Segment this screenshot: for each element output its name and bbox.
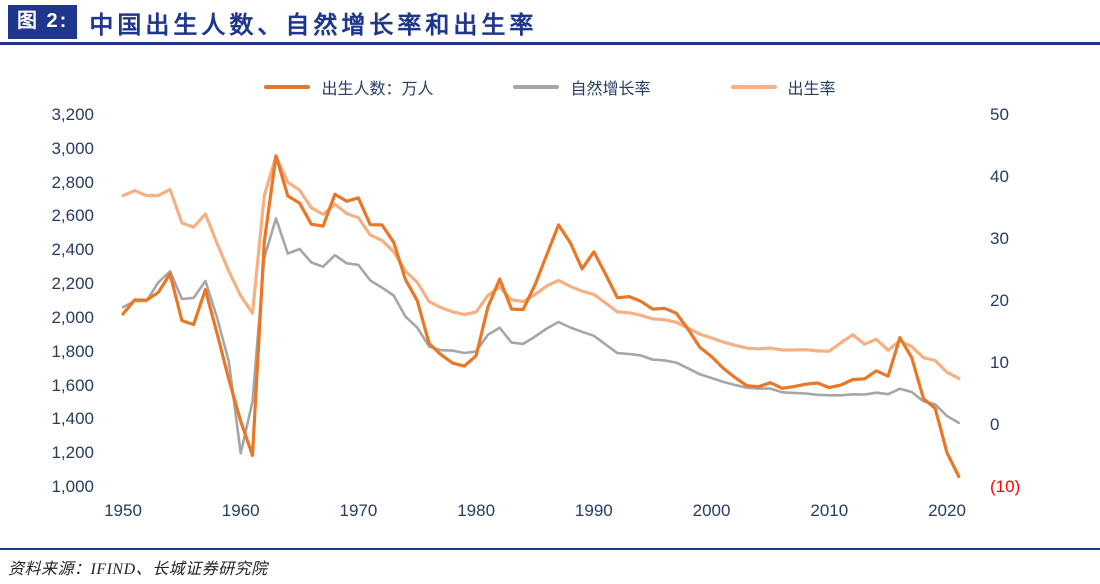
- legend-label-births: 出生人数：万人: [321, 81, 434, 98]
- left-axis-tick: 2,200: [51, 274, 94, 294]
- x-axis-tick: 1990: [574, 501, 613, 520]
- left-axis-tick: 1,000: [51, 477, 94, 496]
- left-axis-tick: 3,000: [51, 138, 94, 158]
- left-y-axis: 3,200 3,000 2,800 2,600 2,400 2,200 2,000 1,800…: [0, 60, 96, 532]
- left-axis-tick: 1,600: [51, 375, 94, 395]
- left-axis-tick: 2,800: [51, 172, 94, 192]
- legend-label-birth-rate: 出生率: [787, 81, 836, 98]
- right-axis-tick: (10): [990, 477, 1021, 496]
- left-axis-tick: 1,200: [51, 443, 94, 463]
- x-axis-tick: 1960: [221, 501, 260, 520]
- right-axis-tick: 10: [990, 353, 1009, 372]
- source-note: 资料来源：IFIND、长城证券研究院: [8, 561, 268, 578]
- right-axis-tick: 40: [990, 167, 1009, 186]
- chart-legend: 出生人数：万人 自然增长率 出生率: [0, 75, 1100, 99]
- legend-item-birth-rate: 出生率: [730, 75, 836, 99]
- left-axis-tick: 3,200: [51, 105, 94, 124]
- legend-label-natural-growth-rate: 自然增长率: [570, 81, 651, 98]
- chart-area: 出生人数：万人 自然增长率 出生率 3,200 3,000 2,800 2,600 2,40…: [0, 60, 1100, 532]
- x-axis: 1950 1960 1970 1980 1990 2000 2010 2020: [0, 60, 1100, 532]
- x-axis-tick: 1970: [339, 501, 378, 520]
- legend-swatch-birth-rate: [730, 85, 777, 89]
- x-axis-tick: 2010: [810, 501, 849, 520]
- legend-item-births: 出生人数：万人: [264, 75, 433, 99]
- x-axis-tick: 1980: [457, 501, 496, 520]
- figure-title: 中国出生人数、自然增长率和出生率: [89, 11, 538, 39]
- x-axis-tick: 1950: [104, 501, 142, 520]
- legend-item-natural-growth-rate: 自然增长率: [513, 75, 651, 99]
- right-axis-tick: 50: [990, 105, 1009, 124]
- footer-divider: [0, 548, 1100, 550]
- header-divider: [0, 42, 1100, 45]
- left-axis-tick: 2,000: [51, 307, 94, 327]
- right-axis-tick: 0: [990, 415, 1000, 434]
- figure-badge: 图 2:: [8, 5, 78, 39]
- left-axis-tick: 1,800: [51, 341, 94, 361]
- x-axis-tick: 2000: [692, 501, 731, 520]
- figure-header: 图 2: 中国出生人数、自然增长率和出生率: [8, 5, 537, 39]
- x-axis-tick: 2020: [928, 501, 966, 520]
- legend-swatch-births: [264, 85, 311, 89]
- right-axis-tick: 20: [990, 291, 1009, 310]
- left-axis-tick: 1,400: [51, 409, 94, 429]
- left-axis-tick: 2,400: [51, 240, 94, 260]
- legend-swatch-natural-growth-rate: [513, 85, 560, 89]
- series-line-births: [121, 154, 961, 479]
- series-line-birth-rate: [121, 154, 961, 380]
- right-axis-tick: 30: [990, 229, 1009, 248]
- right-y-axis: 50 40 30 20 10 0 (10): [988, 60, 1078, 532]
- line-chart: [121, 154, 961, 479]
- left-axis-tick: 2,600: [51, 206, 94, 226]
